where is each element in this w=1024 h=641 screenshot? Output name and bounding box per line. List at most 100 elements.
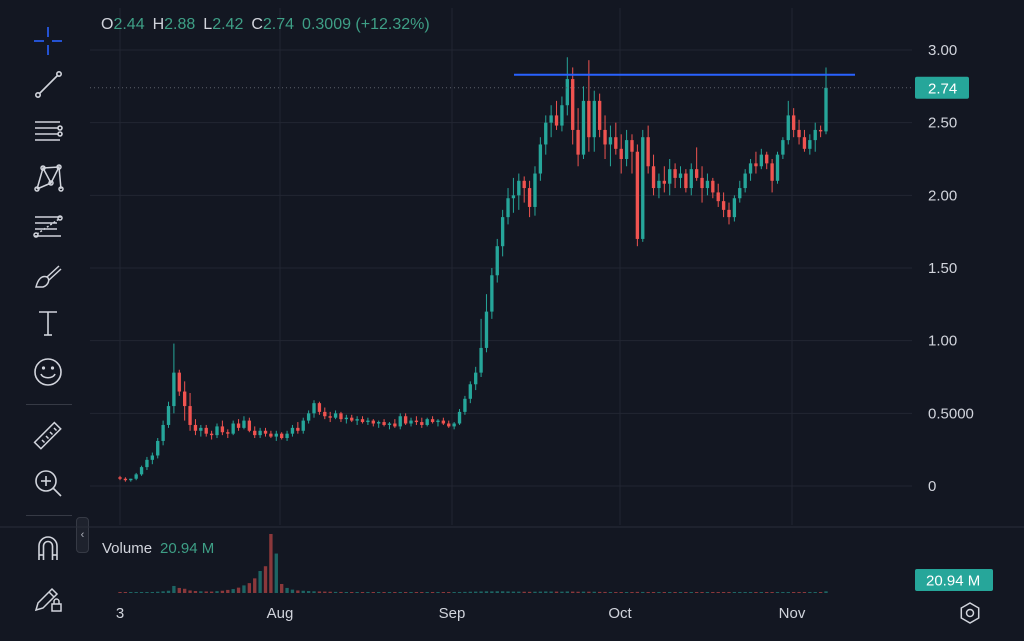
candle-body [441,420,446,424]
volume-bar [597,591,602,593]
candle-body [738,188,742,199]
candle-body [808,140,812,149]
candle-body [630,140,634,152]
emoji-icon [34,358,62,386]
volume-bar [544,591,548,593]
volume-bar [668,592,672,593]
candle-body [560,105,564,126]
volume-bar [166,590,171,593]
ruler-tool[interactable] [28,416,68,456]
candle-body [436,420,440,423]
candle-body [533,173,537,207]
high-value: 2.88 [164,16,196,33]
candle-body [156,440,160,456]
candle-body [576,129,580,155]
collapse-toolbar-button[interactable]: ‹ [76,517,89,553]
volume-bar [242,585,246,593]
volume-bar [129,592,133,593]
candle-body [253,430,257,436]
volume-bar [199,591,203,593]
volume-bar [635,591,640,593]
candle-body [657,180,661,189]
volume-bar [797,592,801,593]
volume-bar [781,592,785,593]
candle-body [333,413,338,418]
fib-levels-tool[interactable] [28,206,68,246]
volume-bar [802,592,807,593]
y-tick-label: 2.00 [928,187,957,204]
volume-bar [818,592,823,593]
horizontal-lines-icon [35,121,63,141]
pattern-tool[interactable] [28,158,68,198]
volume-legend[interactable]: Volume 20.94 M [102,540,214,557]
volume-bar [350,591,354,593]
volume-bar [651,592,656,593]
volume-bar [231,589,235,593]
brush-tool[interactable] [28,256,68,296]
volume-bar [506,591,510,593]
candle-body [161,424,165,441]
candle-body [139,467,144,475]
candle-body [538,144,543,174]
candle-body [678,173,683,178]
volume-bar [479,591,483,593]
volume-bar [253,578,257,593]
magnet-tool[interactable] [28,528,68,568]
crosshair-tool[interactable] [28,21,68,61]
volume-bar [463,591,467,593]
candle-body [377,422,381,424]
candle-body [199,427,203,431]
candle-body [393,423,397,427]
volume-bar [759,592,763,593]
horizontal-lines-tool[interactable] [28,110,68,150]
candle-body [301,420,305,431]
trend-line-tool[interactable] [28,64,68,104]
volume-bar [468,591,472,593]
volume-bar [387,592,392,593]
volume-bar [247,583,252,593]
volume-bar [209,591,214,593]
volume-bar [296,590,300,593]
volume-bar [727,592,731,593]
fib-levels-icon [33,215,63,238]
close-key: C [251,16,263,33]
volume-bar [511,591,516,593]
volume-bar [377,592,381,593]
volume-bar [420,592,424,593]
settings-gear-icon[interactable] [957,600,983,626]
candle-body [770,163,774,181]
candle-body [743,173,747,189]
zoom-in-tool[interactable] [28,463,68,503]
candle-body [290,427,295,434]
y-tick-label: 1.00 [928,333,957,350]
emoji-tool[interactable] [28,352,68,392]
candle-body [549,115,553,123]
pattern-icon [34,164,64,192]
volume-bar [808,592,812,593]
volume-bar [436,592,440,593]
lock-drawing-icon [34,587,62,612]
candle-body [145,459,149,468]
change-value: 0.3009 (+12.32%) [302,16,430,33]
lock-drawing-tool[interactable] [28,578,68,618]
candle-body [748,163,753,174]
candle-body [802,137,807,149]
volume-bar [236,587,241,593]
candle-body [360,419,365,423]
candle-body [554,115,559,126]
candle-body [646,137,650,167]
text-tool[interactable] [28,303,68,343]
candle-body [732,198,737,218]
volume-bar [538,591,543,593]
volume-bar [301,590,305,593]
volume-bar [786,591,790,593]
volume-bar [565,591,569,593]
candle-body [759,154,763,167]
volume-bar [183,588,187,593]
candle-body [403,416,408,424]
volume-bar [770,592,774,593]
volume-bar [398,592,402,593]
volume-bar [457,592,462,593]
ruler-icon [33,421,62,450]
